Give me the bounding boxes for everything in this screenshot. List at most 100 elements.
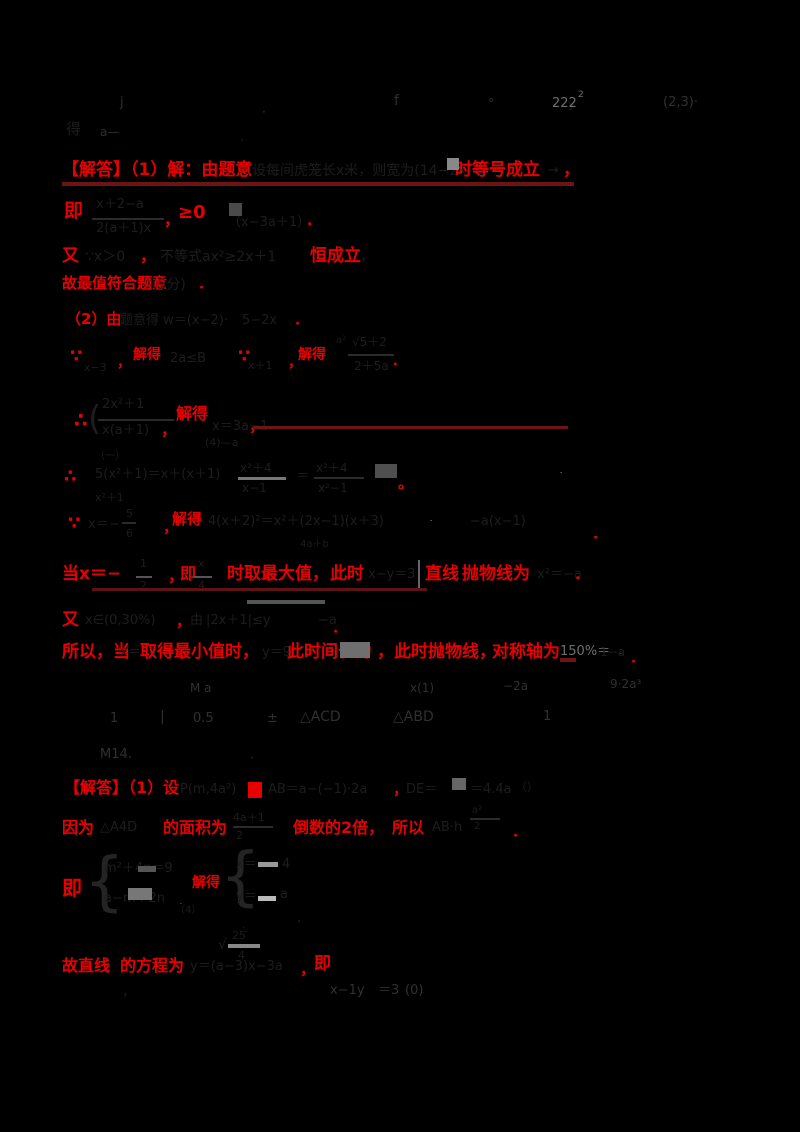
maximum-line-seg-9: x−y＝3 <box>368 567 416 582</box>
faint-row-1-seg-2: −2a <box>503 679 529 693</box>
area-sentence-seg-4: 2 <box>236 829 243 842</box>
gray-box-1 <box>229 203 242 216</box>
stray-marks-2-seg-2: · <box>240 133 244 147</box>
because-solve-2-seg-6: 4(x＋2)²＝x²＋(2x−1)(x＋3) <box>208 514 384 529</box>
because-solve-2-seg-7: 4a＋b <box>300 539 329 550</box>
therefore-fraction-seg-4: ， <box>161 420 178 439</box>
again-line-seg-4: |2x＋1|≤y <box>206 613 271 628</box>
conclusion-1-seg-1: (5分) <box>152 277 186 293</box>
part-2-start-seg-3: ． <box>294 310 310 328</box>
fraction-bar-10 <box>470 818 500 820</box>
maximum-line-seg-2: 2 <box>140 579 147 592</box>
equation-system-seg-10: a <box>280 887 288 902</box>
because-line-seg-0: 又 <box>62 246 79 266</box>
again-line-seg-0: 又 <box>62 610 79 630</box>
faint-row-2-seg-6: 1 <box>543 709 552 724</box>
red-box-p <box>248 782 262 798</box>
answer-2-header-seg-3: ， <box>393 780 409 798</box>
therefore-long-seg-10: · <box>560 469 563 477</box>
therefore-long-seg-8: 。 <box>398 474 414 492</box>
answer-2-header-seg-5: ＝4.4a <box>470 782 512 797</box>
maximum-line-seg-6: 4 <box>198 579 205 592</box>
fraction-step-1-seg-5: （x−3a＋1） <box>228 215 311 230</box>
gray-eq-2 <box>128 888 152 900</box>
strike-small <box>560 658 576 662</box>
area-sentence-seg-8: a² <box>472 805 483 816</box>
area-sentence-seg-2: 的面积为 <box>163 818 228 837</box>
answer-2-header-seg-1: P(m,4a²) <box>180 782 237 797</box>
fraction-bar-2 <box>348 354 394 356</box>
double-because-seg-2: ， <box>117 355 131 371</box>
faint-row-3-seg-0: M14. <box>100 747 132 762</box>
again-line-seg-2: ， <box>176 612 192 630</box>
part-2-start-seg-2: 5−2x <box>242 313 278 328</box>
because-line-seg-2: ， <box>140 246 157 265</box>
faint-row-1-seg-1: x(1) <box>410 681 435 695</box>
double-because-seg-4: 2a≤B <box>170 351 207 366</box>
faint-row-1-seg-0: M a <box>190 681 212 695</box>
final-sentence-part1-seg-7: 对称轴为 <box>492 642 560 662</box>
therefore-long-seg-9: x²＋1 <box>95 491 124 504</box>
final-sentence-part1-seg-11: · <box>620 651 622 658</box>
equation-system-seg-9: y＝ <box>236 889 257 904</box>
equation-system-seg-7: x＝ <box>236 857 257 872</box>
double-because-seg-1: x−3 <box>84 361 107 374</box>
therefore-long-seg-2: 5(x²＋1)＝x＋(x＋1) <box>95 467 221 482</box>
equation-system-seg-0: 即 <box>62 876 82 900</box>
final-sentence-part1-seg-1: x＝24 <box>120 645 158 660</box>
double-because-seg-11: 2＋5a <box>354 359 389 373</box>
fraction-bar-6 <box>122 522 136 524</box>
area-sentence-seg-0: 因为 <box>62 818 95 837</box>
area-sentence-seg-1: △A4D <box>100 820 138 835</box>
gray-eq-4 <box>258 896 276 901</box>
final-sentence-part1-seg-10: ． <box>630 648 646 666</box>
maximum-line-seg-0: 当x＝− <box>62 564 122 584</box>
maximum-line-seg-11: 抛物线为 <box>462 564 530 584</box>
maximum-line-seg-10: 直线 <box>425 564 459 584</box>
stray-marks-top-seg-4: y <box>568 97 576 111</box>
equation-system-seg-12: · <box>180 901 182 908</box>
double-because-seg-0: ∵ <box>70 346 83 367</box>
fraction-step-1-seg-3: ， <box>164 210 181 229</box>
because-solve-2-seg-10: ． <box>592 524 608 542</box>
therefore-long-seg-3: x²＋4 <box>240 461 272 475</box>
part-2-start-seg-0: （2）由 <box>66 310 122 328</box>
because-solve-2-seg-1: x＝− <box>88 517 120 532</box>
abs-bar <box>418 560 420 590</box>
final-sentence-part1-seg-2: 取得最小值时， <box>140 642 259 662</box>
strike-mid <box>253 426 568 429</box>
because-solve-2-seg-3: 6 <box>126 527 133 540</box>
stray-marks-2-seg-0: 得 <box>66 120 82 138</box>
because-solve-2-seg-5: 解得 <box>172 510 203 528</box>
equation-system-seg-8: 4 <box>282 857 291 872</box>
faint-row-2-seg-1: | <box>160 709 165 725</box>
fraction-bar-1 <box>92 218 164 220</box>
stray-marks-top-seg-3: ° <box>488 97 495 112</box>
fraction-bar-3 <box>98 419 174 421</box>
therefore-fraction-seg-1: ( <box>88 399 102 439</box>
again-line-seg-1: x∈(0,30%) <box>85 613 156 628</box>
bottom-faint-seg-0: ， <box>122 985 136 1000</box>
because-solve-2-seg-4: ， <box>163 518 179 536</box>
stray-marks-top-seg-7: (2,3)· <box>663 95 698 110</box>
maximum-line-seg-8: 此时 <box>330 564 364 584</box>
answer-1-header-seg-1: 设每间虎笼长x米，则宽为(14−2x) <box>252 163 472 179</box>
maximum-line-seg-4: 即 <box>180 564 197 583</box>
faint-row-2-seg-4: △ACD <box>300 709 341 725</box>
area-sentence-seg-7: AB·h <box>432 820 463 835</box>
fraction-bar-7 <box>136 576 152 578</box>
because-solve-2-seg-0: ∵ <box>68 513 81 534</box>
sqrt-fragment-seg-1: 25 <box>232 929 246 942</box>
double-because-seg-7: ， <box>288 355 302 371</box>
therefore-long-seg-7: x²−1 <box>318 481 348 495</box>
maximum-line-seg-12: x²＝−a <box>537 567 582 582</box>
final-sentence-part1-seg-0: 所以，当 <box>62 642 130 662</box>
bottom-faint-seg-3: (0) <box>405 983 424 998</box>
stray-marks-top-seg-0: j <box>120 95 124 110</box>
answer-1-header-seg-4: ， <box>563 160 580 180</box>
fraction-step-1-seg-4: ≥0 <box>178 202 206 223</box>
bottom-faint-seg-1: x−1y <box>330 983 365 998</box>
fraction-bar-5 <box>314 477 364 479</box>
final-equation-line-seg-4: 即 <box>314 954 331 974</box>
faint-row-1-seg-3: 9·2a³ <box>610 677 642 691</box>
